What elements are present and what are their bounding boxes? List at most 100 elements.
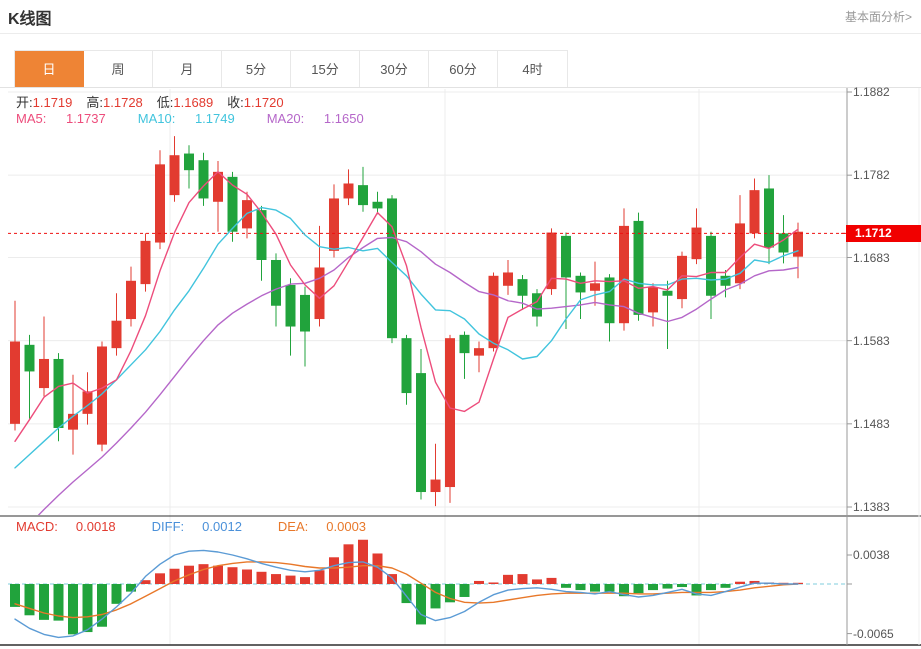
- macd-bar: [532, 579, 542, 584]
- tab-period-2[interactable]: 月: [153, 51, 222, 88]
- macd-bar: [691, 584, 702, 596]
- candle: [662, 280, 673, 349]
- candle-body: [343, 183, 354, 199]
- candle-body: [126, 280, 136, 320]
- tab-period-7[interactable]: 4时: [498, 51, 567, 88]
- candle: [633, 212, 644, 321]
- candle: [184, 145, 194, 189]
- candle-body: [271, 259, 281, 306]
- candle-body: [97, 346, 107, 445]
- macd-bar: [633, 584, 644, 594]
- macd-bar: [82, 584, 93, 633]
- tab-period-5[interactable]: 30分: [360, 51, 429, 88]
- ma5-line: [14, 171, 799, 442]
- candle: [532, 289, 542, 327]
- candle-body: [691, 227, 702, 260]
- macd-bar: [401, 584, 412, 604]
- fundamental-analysis-link[interactable]: 基本面分析>: [844, 10, 912, 24]
- macd-bar: [198, 564, 209, 584]
- candle: [39, 316, 49, 397]
- tab-period-4[interactable]: 15分: [291, 51, 360, 88]
- tab-period-1[interactable]: 周: [84, 51, 153, 88]
- candle: [430, 443, 441, 507]
- macd-bar: [300, 577, 310, 584]
- high-label: 高:: [86, 95, 104, 110]
- candle-body: [488, 275, 499, 349]
- close-label: 收:: [227, 95, 244, 110]
- candle-body: [662, 290, 673, 296]
- candle-body: [532, 293, 542, 317]
- candle: [256, 205, 267, 281]
- dea-line: [14, 561, 799, 619]
- candle-body: [619, 225, 629, 324]
- macd-bar: [10, 584, 20, 607]
- tab-period-0[interactable]: 日: [15, 51, 84, 88]
- macd-bar: [503, 574, 513, 584]
- candle-body: [648, 287, 658, 313]
- macd-bar: [372, 553, 383, 584]
- macd-bar: [126, 584, 136, 592]
- candle-body: [372, 201, 383, 209]
- period-tabs: 日周月 5分 15分 30分 60分 4时: [14, 50, 568, 88]
- candle: [329, 184, 339, 258]
- candle: [749, 178, 760, 239]
- price-axis-label: 1.1782: [853, 168, 890, 183]
- macd-bar: [677, 584, 687, 588]
- candle-body: [198, 160, 209, 199]
- macd-bar: [604, 584, 615, 592]
- candle-body: [445, 338, 455, 488]
- candle-body: [517, 279, 528, 296]
- candle: [648, 283, 658, 327]
- current-price-label: 1.1712: [846, 225, 921, 242]
- macd-bar: [329, 557, 339, 584]
- macd-axis-label: -0.0065: [853, 626, 894, 641]
- candle: [546, 228, 557, 295]
- candle: [53, 353, 64, 442]
- candle-body: [503, 272, 513, 286]
- candle: [140, 233, 151, 292]
- macd-bar: [706, 584, 716, 591]
- candle-body: [575, 275, 586, 293]
- open-label: 开:: [16, 95, 33, 110]
- macd-bar: [271, 574, 281, 584]
- tab-period-6[interactable]: 60分: [429, 51, 498, 88]
- candle-body: [474, 348, 484, 356]
- candle-body: [677, 255, 687, 300]
- macd-bar: [169, 568, 180, 584]
- candle: [416, 348, 426, 500]
- price-axis-label: 1.1683: [853, 250, 890, 265]
- macd-bar: [590, 584, 600, 592]
- candle: [561, 232, 571, 330]
- candle-body: [720, 275, 731, 286]
- low-value: 1.1689: [173, 95, 214, 110]
- tab-period-3[interactable]: 5分: [222, 51, 291, 88]
- candle: [24, 334, 35, 419]
- candle-body: [764, 188, 774, 248]
- candle: [126, 266, 136, 327]
- macd-axis-label: 0.0038: [853, 548, 890, 562]
- diff-line: [14, 549, 799, 639]
- macd-bar: [459, 584, 470, 597]
- page-title: K线图: [8, 11, 52, 28]
- candle: [604, 274, 615, 342]
- macd-bar: [111, 584, 122, 604]
- candle: [474, 341, 484, 373]
- macd-bar: [39, 584, 49, 620]
- candle: [677, 251, 687, 309]
- macd-bar: [24, 584, 35, 616]
- macd-readout: MACD: 0.0018 DIFF: 0.0012 DEA: 0.0003: [16, 519, 402, 534]
- candle-body: [314, 267, 325, 320]
- macd-bar: [546, 577, 557, 584]
- macd-bar: [242, 569, 252, 584]
- candle-body: [633, 220, 644, 315]
- candle: [372, 191, 383, 215]
- candle-body: [24, 344, 35, 372]
- price-axis-label: 1.1483: [853, 416, 890, 431]
- candle: [271, 253, 281, 327]
- candle: [764, 175, 774, 265]
- macd-panel: [8, 539, 847, 639]
- macd-bar: [68, 584, 78, 635]
- macd-bar: [561, 584, 571, 588]
